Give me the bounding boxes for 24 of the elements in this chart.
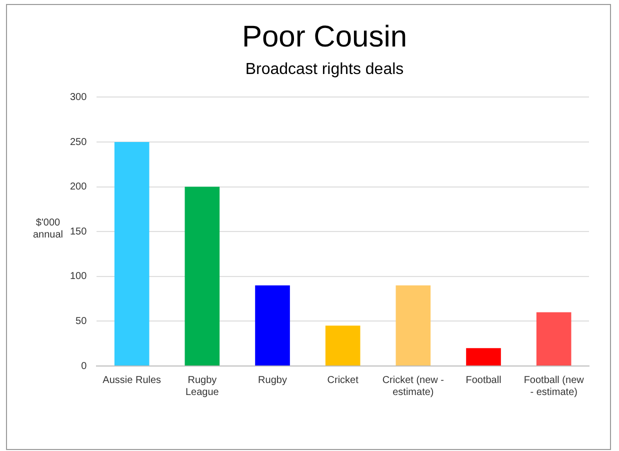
bar [536,312,572,366]
y-tick-label: 0 [81,360,88,372]
y-tick-label: 150 [70,226,88,238]
bar [184,186,220,366]
x-tick-label: Rugby League [185,374,220,398]
x-tick-label: Cricket [327,374,359,386]
y-tick-label: 250 [70,136,88,148]
y-tick-label: 200 [70,182,88,193]
x-tick-label: Cricket (new - estimate) [382,374,444,398]
y-tick-label: 100 [70,271,88,282]
bar [114,142,150,366]
x-tick-label: Aussie Rules [102,374,162,386]
y-tick-label: 300 [70,92,88,103]
x-tick-label: Rugby [258,374,287,386]
chart-title: Poor Cousin [242,20,408,54]
bar [255,285,290,366]
bar [325,326,360,366]
y-axis-title: $'000 annual [32,218,64,241]
chart-subtitle: Broadcast rights deals [245,61,404,78]
x-tick-label: Football [466,374,502,386]
y-tick-label: 50 [76,316,88,327]
x-tick-label: Football (new - estimate) [524,374,585,398]
bar [396,285,431,366]
bar [466,348,501,366]
